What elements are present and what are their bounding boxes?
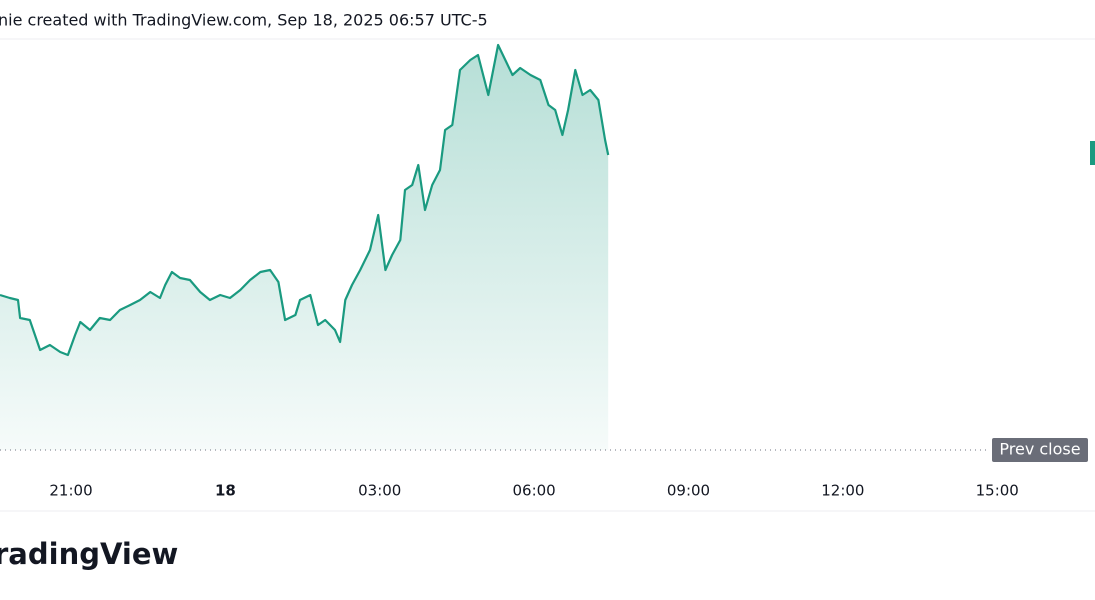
price-line [0,43,610,357]
prev-close-badge [992,438,1088,462]
x-tick-label: 06:00 [513,482,556,500]
x-tick-label: 03:00 [358,482,401,500]
area [0,45,609,450]
x-tick-label: 21:00 [49,482,92,500]
logo: radingView [0,537,178,571]
x-tick-label: 12:00 [821,482,864,500]
x-tick-label: 15:00 [976,482,1019,500]
price-marker [1090,141,1095,165]
prev-close-label: Prev close [999,440,1080,459]
x-tick-label: 18 [215,482,236,500]
chart-title: nie created with TradingView.com, Sep 18… [0,11,488,30]
x-tick-label: 09:00 [667,482,710,500]
